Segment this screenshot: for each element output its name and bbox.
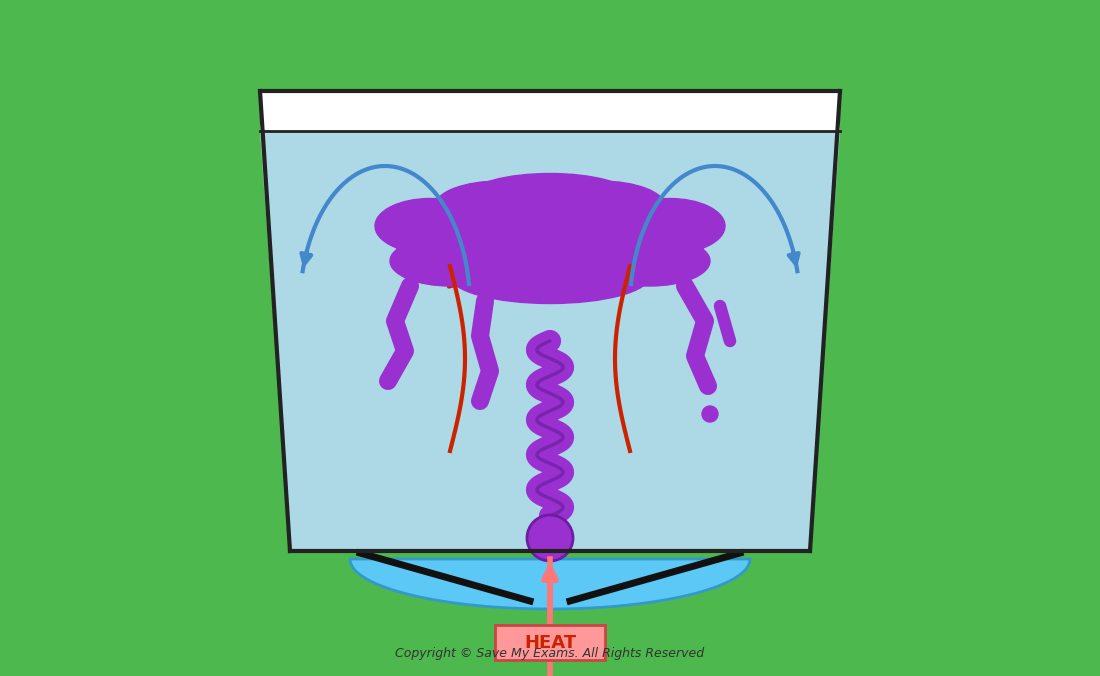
Ellipse shape: [590, 236, 710, 286]
Ellipse shape: [450, 249, 650, 304]
Ellipse shape: [395, 206, 544, 276]
Ellipse shape: [455, 226, 645, 286]
Polygon shape: [260, 131, 840, 551]
Ellipse shape: [430, 183, 670, 258]
Ellipse shape: [535, 181, 666, 231]
Circle shape: [702, 406, 718, 422]
Ellipse shape: [615, 199, 725, 254]
Ellipse shape: [556, 206, 705, 276]
Polygon shape: [260, 91, 840, 131]
Text: Copyright © Save My Exams. All Rights Reserved: Copyright © Save My Exams. All Rights Re…: [395, 648, 705, 660]
Ellipse shape: [470, 174, 630, 218]
Polygon shape: [350, 559, 750, 609]
Ellipse shape: [375, 199, 485, 254]
Ellipse shape: [390, 236, 510, 286]
Circle shape: [527, 515, 573, 561]
Ellipse shape: [434, 181, 565, 231]
Text: HEAT: HEAT: [524, 633, 576, 652]
FancyBboxPatch shape: [495, 625, 605, 660]
